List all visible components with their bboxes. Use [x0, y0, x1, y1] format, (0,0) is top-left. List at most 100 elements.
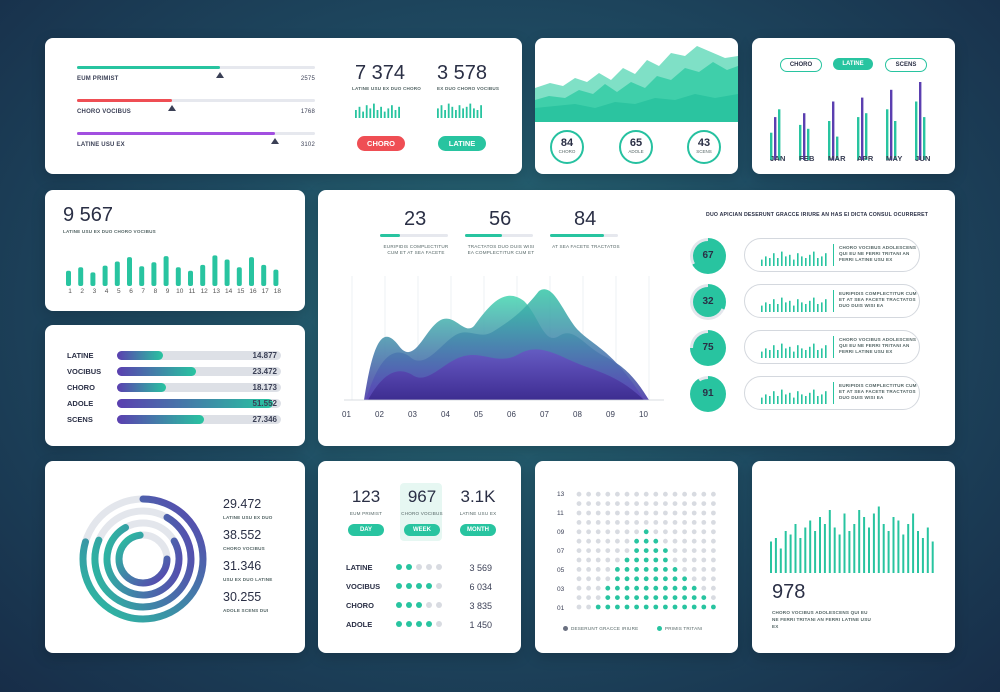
matrix-dot	[663, 557, 668, 563]
period-button-day[interactable]: DAY	[348, 524, 384, 536]
score-mini-bar	[777, 396, 779, 404]
mini-bar	[437, 108, 439, 118]
daily-tick: 8	[153, 288, 158, 295]
period-row-label: VOCIBUS	[346, 582, 381, 591]
choro-button[interactable]: CHORO	[357, 136, 405, 151]
period-row-value: 6 034	[469, 582, 492, 592]
score-mini-bar	[821, 256, 823, 266]
matrix-dot	[605, 538, 611, 544]
matrix-dot	[624, 520, 630, 525]
score-mini-bar	[805, 258, 807, 266]
period-dot	[416, 602, 422, 608]
score-mini-bar	[793, 351, 795, 358]
hbar-fill	[117, 351, 163, 360]
period-button-month[interactable]: MONTH	[460, 524, 496, 536]
matrix-dot	[586, 585, 591, 591]
ring-value: 65	[629, 137, 643, 149]
score-ring: 67	[690, 238, 726, 274]
score-mini-bar	[781, 389, 783, 404]
total-bar	[794, 524, 797, 573]
score-mini-bar	[761, 397, 763, 404]
matrix-dot	[643, 557, 649, 563]
month-bar	[799, 124, 802, 160]
tab-latine[interactable]: LATINE	[833, 58, 873, 70]
month-bar	[915, 101, 918, 160]
progress-marker	[168, 105, 177, 111]
matrix-dot	[624, 576, 630, 582]
score-item[interactable]: CHORO VOCIBUS ADOLESCENS QUI EU NE FERRI…	[744, 330, 920, 364]
progress-label: LATINE USU EX	[77, 142, 125, 148]
daily-tick: 10	[176, 288, 184, 295]
matrix-dot	[624, 595, 630, 600]
month-label: JAN	[770, 154, 786, 163]
matrix-dot	[672, 595, 678, 600]
score-mini-bar	[825, 253, 827, 266]
score-item[interactable]: EURIPIDIS COMPLECTITUR CUM ET AT SEA FAC…	[744, 284, 920, 318]
period-value: 123	[351, 487, 381, 506]
card-area-rings: 84 CHORO 65 ADOLE 43 SCENS	[535, 38, 738, 174]
latine-button[interactable]: LATINE	[438, 136, 486, 151]
score-mini-bar	[821, 302, 823, 312]
total-bar	[931, 541, 934, 573]
score-item[interactable]: CHORO VOCIBUS ADOLESCENS QUI EU NE FERRI…	[744, 238, 920, 272]
period-value: 967	[407, 487, 437, 506]
score-mini-bar	[777, 258, 779, 266]
month-label: MAR	[828, 154, 846, 163]
matrix-dot	[691, 567, 697, 572]
mini-bar	[458, 105, 461, 118]
daily-bar	[224, 259, 230, 286]
matrix-dot	[634, 520, 639, 525]
period-dot	[406, 621, 412, 627]
month-bar	[836, 136, 839, 160]
matrix-dot	[682, 538, 687, 544]
period-row-value: 3 835	[469, 601, 492, 611]
total-bar	[774, 538, 777, 573]
score-mini-bar	[773, 299, 775, 312]
hbar-fill	[117, 415, 204, 424]
score-mini-bar	[797, 299, 799, 312]
matrix-dot	[605, 604, 611, 610]
mini-bar	[383, 111, 386, 118]
month-bar	[807, 128, 810, 160]
matrix-dot	[682, 604, 687, 610]
period-button-week[interactable]: WEEK	[404, 524, 440, 536]
score-mini-bar	[809, 254, 811, 266]
matrix-dot	[711, 491, 716, 497]
main-stat-value: 56	[489, 208, 512, 230]
matrix-dot	[711, 576, 716, 582]
score-divider	[833, 244, 834, 266]
legend-dot-teal	[657, 626, 662, 631]
hbar-track	[117, 367, 281, 376]
mini-bar	[444, 110, 446, 118]
score-item[interactable]: EURIPIDIS COMPLECTITUR CUM ET AT SEA FAC…	[744, 376, 920, 410]
total-bar	[799, 538, 802, 573]
matrix-dot	[576, 501, 582, 506]
tab-scens[interactable]: SCENS	[885, 58, 927, 72]
main-x-tick: 04	[441, 410, 450, 419]
score-mini-bars	[761, 343, 827, 358]
dot-y-tick: 01	[557, 605, 565, 612]
matrix-dot	[615, 520, 620, 525]
progress-label: CHORO VOCIBUS	[77, 109, 131, 115]
progress-marker	[215, 72, 224, 78]
daily-tick: 7	[141, 288, 145, 295]
score-mini-bars	[761, 389, 827, 404]
daily-bar	[151, 262, 157, 286]
matrix-dot	[701, 557, 707, 563]
main-stat-caption: EURIPIDIS COMPLECTITUR CUM ET AT SEA FAC…	[383, 244, 449, 255]
tab-choro[interactable]: CHORO	[780, 58, 822, 72]
main-stat-caption: AT SEA FACETE TRACTATOS	[552, 244, 620, 249]
matrix-dot	[653, 529, 659, 535]
total-bar	[868, 527, 870, 573]
score-mini-bar	[765, 256, 767, 266]
period-caption: EUM PRIMIST	[349, 511, 383, 516]
area-chart-top	[535, 46, 738, 122]
month-label: JUN	[915, 154, 931, 163]
score-divider	[833, 382, 834, 404]
month-bar	[894, 121, 897, 160]
main-x-tick: 01	[342, 410, 351, 419]
card-dot-matrix: 13 11 09 07 05 03 01 DESERUNT GRACCE IRIURE PRI…	[535, 461, 738, 653]
total-bar	[917, 531, 919, 573]
score-mini-bar	[813, 251, 815, 266]
